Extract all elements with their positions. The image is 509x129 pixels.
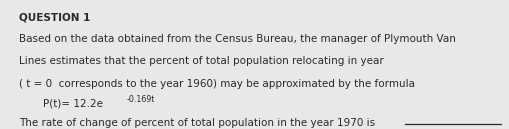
Text: ( t = 0  corresponds to the year 1960) may be approximated by the formula: ( t = 0 corresponds to the year 1960) ma… — [19, 79, 415, 89]
Text: The rate of change of percent of total population in the year 1970 is: The rate of change of percent of total p… — [19, 118, 376, 128]
Text: -0.169t: -0.169t — [126, 95, 155, 104]
Text: P(t)= 12.2e: P(t)= 12.2e — [43, 99, 103, 109]
Text: Based on the data obtained from the Census Bureau, the manager of Plymouth Van: Based on the data obtained from the Cens… — [19, 34, 456, 44]
Text: Lines estimates that the percent of total population relocating in year: Lines estimates that the percent of tota… — [19, 56, 384, 66]
Text: QUESTION 1: QUESTION 1 — [19, 13, 91, 23]
